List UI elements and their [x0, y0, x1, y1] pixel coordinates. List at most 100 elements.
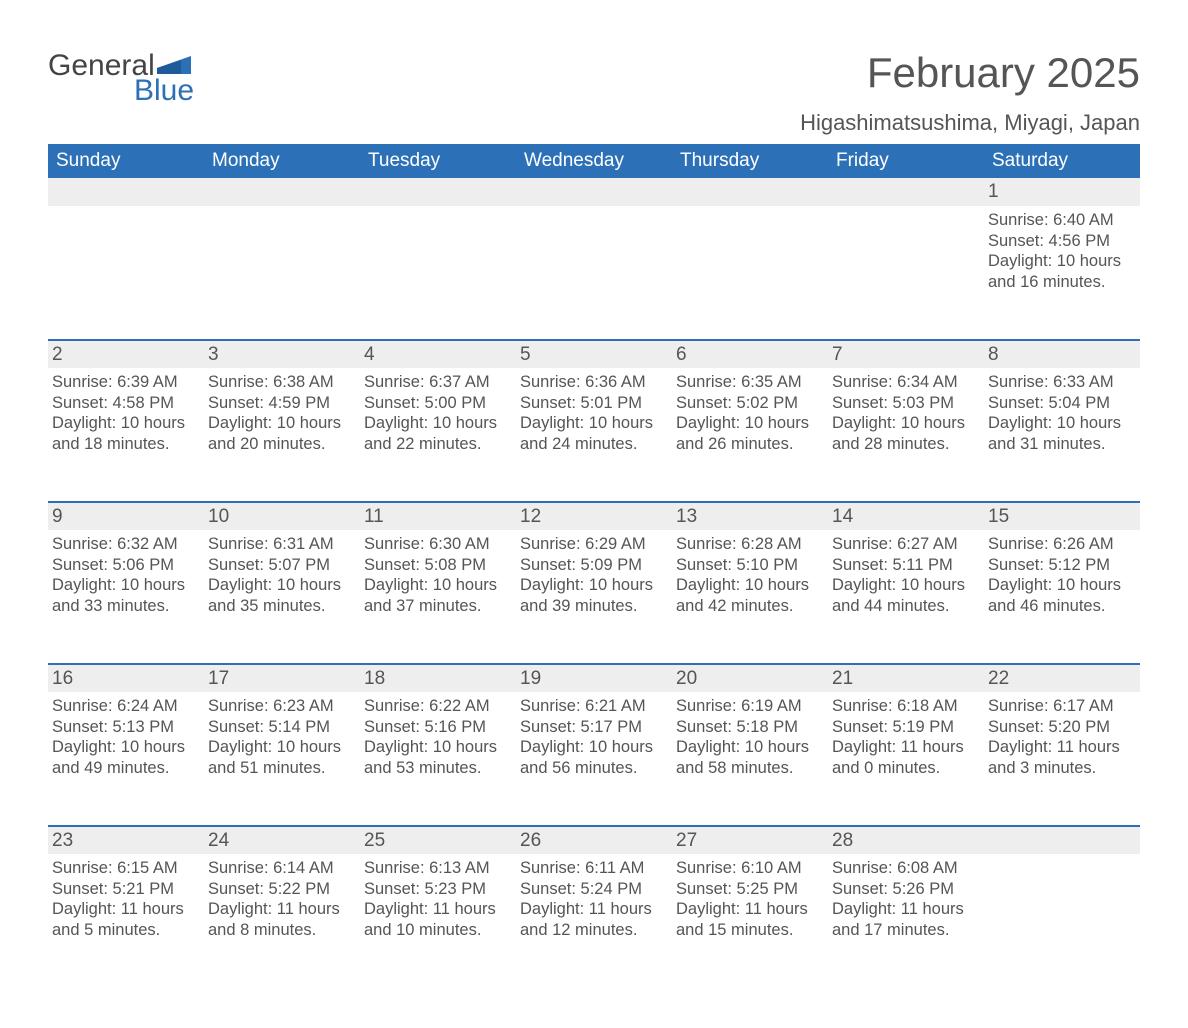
daylight-text: Daylight: 10 hours and 44 minutes. — [832, 575, 980, 616]
daynum-row: 1 — [48, 178, 1140, 206]
sunrise-text: Sunrise: 6:08 AM — [832, 858, 980, 879]
sunset-text: Sunset: 5:26 PM — [832, 879, 980, 900]
day-number: 21 — [828, 664, 984, 692]
empty-day-number — [984, 826, 1140, 854]
sunrise-text: Sunrise: 6:35 AM — [676, 372, 824, 393]
location-subtitle: Higashimatsushima, Miyagi, Japan — [800, 110, 1140, 136]
weekday-header: Sunday — [48, 144, 204, 178]
empty-day-number — [516, 178, 672, 206]
daynum-row: 9101112131415 — [48, 502, 1140, 530]
sunrise-text: Sunrise: 6:21 AM — [520, 696, 668, 717]
daynum-row: 232425262728 — [48, 826, 1140, 854]
daylight-text: Daylight: 10 hours and 56 minutes. — [520, 737, 668, 778]
day-details: Sunrise: 6:31 AMSunset: 5:07 PMDaylight:… — [204, 530, 360, 623]
sunrise-text: Sunrise: 6:15 AM — [52, 858, 200, 879]
empty-cell — [360, 206, 516, 340]
day-number: 15 — [984, 502, 1140, 530]
day-details: Sunrise: 6:17 AMSunset: 5:20 PMDaylight:… — [984, 692, 1140, 785]
sunset-text: Sunset: 4:58 PM — [52, 393, 200, 414]
day-number: 9 — [48, 502, 204, 530]
daylight-text: Daylight: 10 hours and 49 minutes. — [52, 737, 200, 778]
sunset-text: Sunset: 5:04 PM — [988, 393, 1136, 414]
day-details: Sunrise: 6:24 AMSunset: 5:13 PMDaylight:… — [48, 692, 204, 785]
day-details: Sunrise: 6:40 AMSunset: 4:56 PMDaylight:… — [984, 206, 1140, 299]
day-cell: Sunrise: 6:08 AMSunset: 5:26 PMDaylight:… — [828, 854, 984, 988]
daylight-text: Daylight: 10 hours and 31 minutes. — [988, 413, 1136, 454]
empty-cell — [672, 206, 828, 340]
day-details: Sunrise: 6:10 AMSunset: 5:25 PMDaylight:… — [672, 854, 828, 947]
daylight-text: Daylight: 10 hours and 46 minutes. — [988, 575, 1136, 616]
sunset-text: Sunset: 5:13 PM — [52, 717, 200, 738]
day-cell: Sunrise: 6:35 AMSunset: 5:02 PMDaylight:… — [672, 368, 828, 502]
day-cell: Sunrise: 6:27 AMSunset: 5:11 PMDaylight:… — [828, 530, 984, 664]
sunrise-text: Sunrise: 6:18 AM — [832, 696, 980, 717]
sunset-text: Sunset: 4:56 PM — [988, 231, 1136, 252]
empty-cell — [828, 206, 984, 340]
day-number: 28 — [828, 826, 984, 854]
day-number: 20 — [672, 664, 828, 692]
sunrise-text: Sunrise: 6:23 AM — [208, 696, 356, 717]
page: General Blue February 2025 Higashimatsus… — [0, 0, 1188, 1028]
sunrise-text: Sunrise: 6:22 AM — [364, 696, 512, 717]
sunrise-text: Sunrise: 6:11 AM — [520, 858, 668, 879]
day-cell: Sunrise: 6:32 AMSunset: 5:06 PMDaylight:… — [48, 530, 204, 664]
empty-day-number — [360, 178, 516, 206]
daylight-text: Daylight: 10 hours and 53 minutes. — [364, 737, 512, 778]
day-details: Sunrise: 6:14 AMSunset: 5:22 PMDaylight:… — [204, 854, 360, 947]
day-details: Sunrise: 6:30 AMSunset: 5:08 PMDaylight:… — [360, 530, 516, 623]
daylight-text: Daylight: 11 hours and 5 minutes. — [52, 899, 200, 940]
empty-cell — [48, 206, 204, 340]
day-details: Sunrise: 6:22 AMSunset: 5:16 PMDaylight:… — [360, 692, 516, 785]
daynum-row: 2345678 — [48, 340, 1140, 368]
sunset-text: Sunset: 5:00 PM — [364, 393, 512, 414]
day-details: Sunrise: 6:35 AMSunset: 5:02 PMDaylight:… — [672, 368, 828, 461]
day-cell: Sunrise: 6:30 AMSunset: 5:08 PMDaylight:… — [360, 530, 516, 664]
day-cell: Sunrise: 6:33 AMSunset: 5:04 PMDaylight:… — [984, 368, 1140, 502]
day-number: 4 — [360, 340, 516, 368]
logo: General Blue — [48, 50, 194, 106]
sunset-text: Sunset: 5:22 PM — [208, 879, 356, 900]
day-number: 25 — [360, 826, 516, 854]
sunrise-text: Sunrise: 6:26 AM — [988, 534, 1136, 555]
day-cell: Sunrise: 6:13 AMSunset: 5:23 PMDaylight:… — [360, 854, 516, 988]
daylight-text: Daylight: 10 hours and 16 minutes. — [988, 251, 1136, 292]
day-cell: Sunrise: 6:36 AMSunset: 5:01 PMDaylight:… — [516, 368, 672, 502]
sunset-text: Sunset: 5:16 PM — [364, 717, 512, 738]
daylight-text: Daylight: 11 hours and 15 minutes. — [676, 899, 824, 940]
sunset-text: Sunset: 5:03 PM — [832, 393, 980, 414]
sunset-text: Sunset: 5:08 PM — [364, 555, 512, 576]
empty-day-number — [48, 178, 204, 206]
day-cell: Sunrise: 6:17 AMSunset: 5:20 PMDaylight:… — [984, 692, 1140, 826]
day-details: Sunrise: 6:36 AMSunset: 5:01 PMDaylight:… — [516, 368, 672, 461]
sunrise-text: Sunrise: 6:32 AM — [52, 534, 200, 555]
day-number: 11 — [360, 502, 516, 530]
day-number: 13 — [672, 502, 828, 530]
sunset-text: Sunset: 5:11 PM — [832, 555, 980, 576]
sunset-text: Sunset: 5:06 PM — [52, 555, 200, 576]
sunrise-text: Sunrise: 6:28 AM — [676, 534, 824, 555]
sunset-text: Sunset: 5:19 PM — [832, 717, 980, 738]
weekday-header: Thursday — [672, 144, 828, 178]
day-details: Sunrise: 6:11 AMSunset: 5:24 PMDaylight:… — [516, 854, 672, 947]
day-details: Sunrise: 6:15 AMSunset: 5:21 PMDaylight:… — [48, 854, 204, 947]
daylight-text: Daylight: 10 hours and 18 minutes. — [52, 413, 200, 454]
day-number: 17 — [204, 664, 360, 692]
calendar-body: 1Sunrise: 6:40 AMSunset: 4:56 PMDaylight… — [48, 178, 1140, 988]
day-details: Sunrise: 6:34 AMSunset: 5:03 PMDaylight:… — [828, 368, 984, 461]
day-details: Sunrise: 6:32 AMSunset: 5:06 PMDaylight:… — [48, 530, 204, 623]
day-details: Sunrise: 6:28 AMSunset: 5:10 PMDaylight:… — [672, 530, 828, 623]
sunrise-text: Sunrise: 6:19 AM — [676, 696, 824, 717]
day-number: 22 — [984, 664, 1140, 692]
sunrise-text: Sunrise: 6:24 AM — [52, 696, 200, 717]
sunset-text: Sunset: 5:14 PM — [208, 717, 356, 738]
daylight-text: Daylight: 10 hours and 39 minutes. — [520, 575, 668, 616]
day-cell: Sunrise: 6:19 AMSunset: 5:18 PMDaylight:… — [672, 692, 828, 826]
day-cell: Sunrise: 6:21 AMSunset: 5:17 PMDaylight:… — [516, 692, 672, 826]
day-number: 6 — [672, 340, 828, 368]
daylight-text: Daylight: 11 hours and 12 minutes. — [520, 899, 668, 940]
calendar-table: Sunday Monday Tuesday Wednesday Thursday… — [48, 144, 1140, 988]
day-number: 5 — [516, 340, 672, 368]
day-cell: Sunrise: 6:22 AMSunset: 5:16 PMDaylight:… — [360, 692, 516, 826]
daynum-row: 16171819202122 — [48, 664, 1140, 692]
week-row: Sunrise: 6:15 AMSunset: 5:21 PMDaylight:… — [48, 854, 1140, 988]
